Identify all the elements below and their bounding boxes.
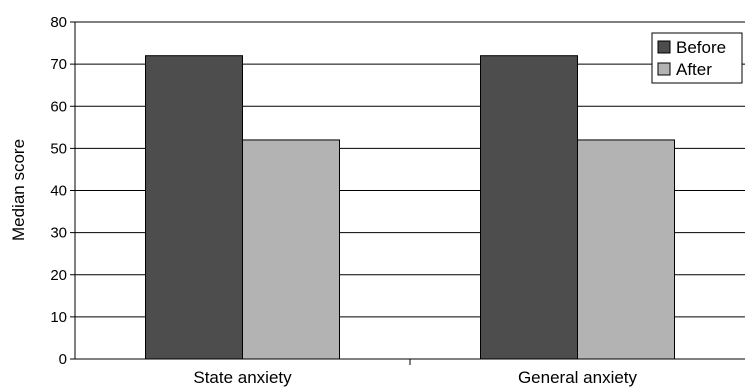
legend-swatch-before xyxy=(658,41,670,53)
y-tick-label: 10 xyxy=(50,309,67,326)
bar-before-1 xyxy=(146,56,243,359)
bar-after-2 xyxy=(578,140,675,359)
y-tick-label: 80 xyxy=(50,14,67,31)
bar-before-2 xyxy=(481,56,578,359)
y-tick-label: 20 xyxy=(50,267,67,284)
legend-label-after: After xyxy=(676,60,712,79)
y-tick-label: 60 xyxy=(50,98,67,115)
y-tick-label: 40 xyxy=(50,183,67,200)
legend: Before After xyxy=(652,33,742,83)
y-axis-title: Median score xyxy=(9,139,28,241)
y-tick-label: 30 xyxy=(50,225,67,242)
y-tick-labels: 0 10 20 30 40 50 60 70 80 xyxy=(50,14,75,368)
x-category-label: General anxiety xyxy=(518,368,638,387)
bar-after-1 xyxy=(243,140,340,359)
bars xyxy=(146,56,675,359)
y-tick-label: 70 xyxy=(50,56,67,73)
y-tick-label: 50 xyxy=(50,140,67,157)
x-category-labels: State anxiety General anxiety xyxy=(193,368,637,387)
legend-label-before: Before xyxy=(676,38,726,57)
x-category-label: State anxiety xyxy=(193,368,292,387)
y-tick-label: 0 xyxy=(59,351,67,368)
legend-swatch-after xyxy=(658,63,670,75)
